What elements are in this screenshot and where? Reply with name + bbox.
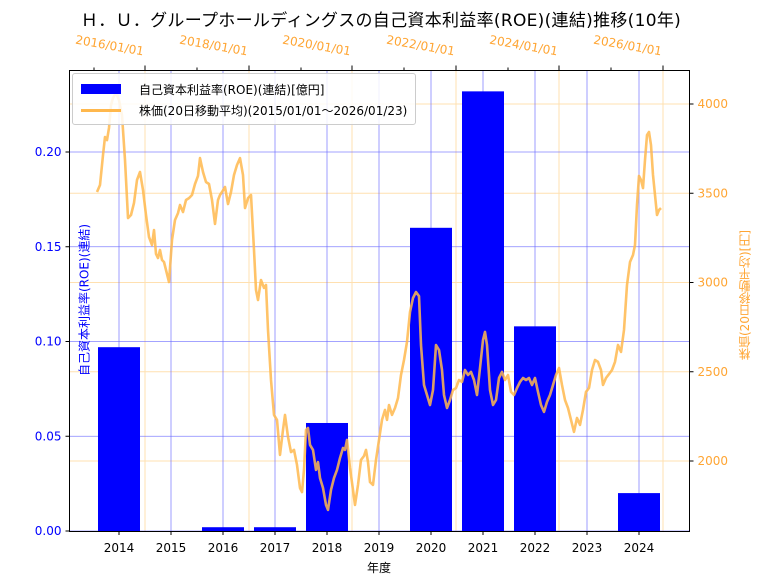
legend-label-roe: 自己資本利益率(ROE)(連結)[億円]: [139, 82, 325, 97]
roe-bar: [98, 347, 140, 531]
plot-frame: [69, 70, 690, 532]
year-tick-label: 2015: [156, 541, 187, 555]
roe-bar: [306, 422, 348, 531]
year-tick-label: 2014: [104, 541, 135, 555]
price-gridlines: [69, 70, 690, 531]
right-tick-label: 3500: [698, 186, 729, 200]
roe-bar: [514, 326, 556, 531]
left-tick-label: 0.05: [35, 429, 62, 443]
legend-item-roe: 自己資本利益率(ROE)(連結)[億円]: [81, 80, 324, 98]
left-tick-label: 0.20: [35, 145, 62, 159]
year-tick-label: 2020: [416, 541, 447, 555]
year-tick-label: 2022: [520, 541, 551, 555]
year-tick-label: 2019: [364, 541, 395, 555]
price-line: [95, 91, 662, 512]
price-polyline: [95, 91, 662, 512]
date-tick-label: 2024/01/01: [488, 33, 559, 59]
roe-gridlines: [69, 70, 690, 532]
year-tick-label: 2017: [260, 541, 291, 555]
legend: 自己資本利益率(ROE)(連結)[億円] 株価(20日移動平均)(2015/01…: [72, 73, 416, 125]
top-date-axis-ticks: 2016/01/01 2018/01/01 2020/01/01 2022/01/01…: [74, 33, 664, 71]
right-tick-label: 2500: [698, 365, 729, 379]
right-axis-label: 株価(20日移動平均)[円]: [738, 230, 752, 360]
right-tick-label: 3000: [698, 276, 729, 290]
left-axis-label: 自己資本利益率(ROE)(連結): [77, 223, 92, 377]
date-tick-label: 2020/01/01: [281, 33, 352, 59]
year-tick-label: 2024: [624, 541, 655, 555]
left-axis-ticks: 0.00 0.05 0.10 0.15 0.20: [35, 145, 70, 538]
legend-item-price: 株価(20日移動平均)(2015/01/01～2026/01/23): [81, 101, 407, 119]
date-tick-label: 2016/01/01: [74, 33, 145, 59]
roe-bar: [462, 91, 504, 532]
date-tick-label: 2026/01/01: [592, 33, 663, 59]
line-swatch-icon: [81, 108, 121, 112]
roe-bar: [410, 227, 452, 532]
bar-swatch-icon: [81, 84, 121, 94]
roe-bars: [98, 91, 660, 532]
year-tick-label: 2021: [468, 541, 499, 555]
year-tick-label: 2023: [572, 541, 603, 555]
chart-title: Ｈ．Ｕ．グループホールディングスの自己資本利益率(ROE)(連結)推移(10年): [80, 11, 682, 31]
right-axis-ticks: 2000 2500 3000 3500 4000: [689, 97, 729, 468]
roe-bar: [618, 493, 660, 531]
year-tick-label: 2016: [208, 541, 239, 555]
date-tick-label: 2022/01/01: [385, 33, 456, 59]
legend-label-price: 株価(20日移動平均)(2015/01/01～2026/01/23): [139, 103, 408, 118]
bottom-axis-ticks: 2014 2015 2016 2017 2018 2019 2020 2021 2022 2023…: [104, 531, 655, 555]
left-tick-label: 0.10: [35, 335, 62, 349]
year-tick-label: 2018: [312, 541, 343, 555]
right-tick-label: 4000: [698, 97, 729, 111]
date-tick-label: 2018/01/01: [178, 33, 249, 59]
right-tick-label: 2000: [698, 454, 729, 468]
left-tick-label: 0.00: [35, 524, 62, 538]
roe-bar: [202, 527, 244, 531]
x-axis-label: 年度: [366, 561, 391, 575]
roe-bar: [254, 527, 296, 531]
left-tick-label: 0.15: [35, 240, 62, 254]
